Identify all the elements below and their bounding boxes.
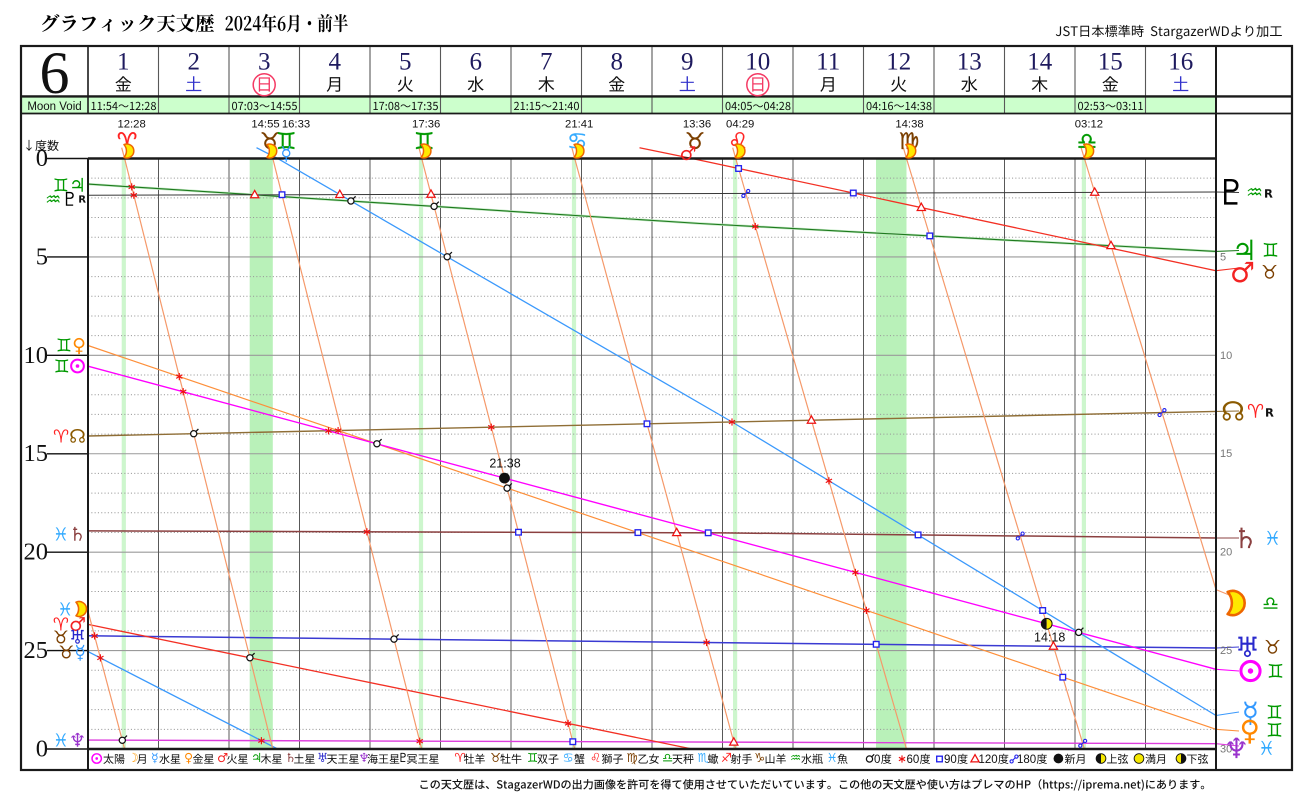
svg-text:7: 7 <box>540 49 553 76</box>
svg-text:8: 8 <box>611 49 624 76</box>
svg-text:0: 0 <box>36 145 48 172</box>
svg-text:30: 30 <box>1220 744 1232 756</box>
svg-text:10: 10 <box>24 342 49 369</box>
svg-text:15: 15 <box>1098 49 1123 76</box>
svg-text:1: 1 <box>117 49 130 76</box>
svg-text:03:12: 03:12 <box>1075 119 1103 131</box>
svg-text:0: 0 <box>36 736 48 763</box>
svg-text:15: 15 <box>1220 448 1232 460</box>
svg-text:25: 25 <box>1220 645 1232 657</box>
svg-text:14:55: 14:55 <box>251 119 279 131</box>
svg-text:60: 60 <box>907 754 920 766</box>
svg-text:120: 120 <box>979 754 998 766</box>
svg-text:16: 16 <box>1168 49 1193 76</box>
svg-text:15: 15 <box>24 440 49 467</box>
svg-text:21:38: 21:38 <box>489 457 520 471</box>
svg-text:21:41: 21:41 <box>565 119 593 131</box>
svg-text:20: 20 <box>24 539 49 566</box>
svg-text:25: 25 <box>24 637 49 664</box>
svg-text:6: 6 <box>40 40 70 106</box>
svg-text:4: 4 <box>329 49 342 76</box>
svg-text:14: 14 <box>1027 49 1053 76</box>
svg-text:10: 10 <box>745 49 770 76</box>
svg-text:16:33: 16:33 <box>282 119 310 131</box>
svg-text:13:36: 13:36 <box>683 119 711 131</box>
svg-text:12: 12 <box>886 49 911 76</box>
svg-text:0: 0 <box>874 754 880 766</box>
svg-text:14:18: 14:18 <box>1034 630 1065 644</box>
svg-text:11: 11 <box>816 49 840 76</box>
svg-text:17:36: 17:36 <box>412 119 440 131</box>
svg-text:13: 13 <box>957 49 982 76</box>
svg-text:3: 3 <box>258 49 271 76</box>
svg-text:90: 90 <box>944 754 957 766</box>
svg-text:20: 20 <box>1220 547 1232 559</box>
svg-text:5: 5 <box>1220 251 1226 263</box>
svg-text:9: 9 <box>681 49 694 76</box>
svg-text:14:38: 14:38 <box>895 119 923 131</box>
svg-text:5: 5 <box>36 243 48 270</box>
svg-text:180: 180 <box>1017 754 1036 766</box>
svg-text:5: 5 <box>399 49 412 76</box>
svg-text:2: 2 <box>188 49 201 76</box>
svg-text:12:28: 12:28 <box>117 119 145 131</box>
svg-text:10: 10 <box>1220 350 1232 362</box>
svg-text:6: 6 <box>470 49 483 76</box>
svg-text:04:29: 04:29 <box>726 119 754 131</box>
svg-text:Moon Void: Moon Void <box>27 101 81 113</box>
